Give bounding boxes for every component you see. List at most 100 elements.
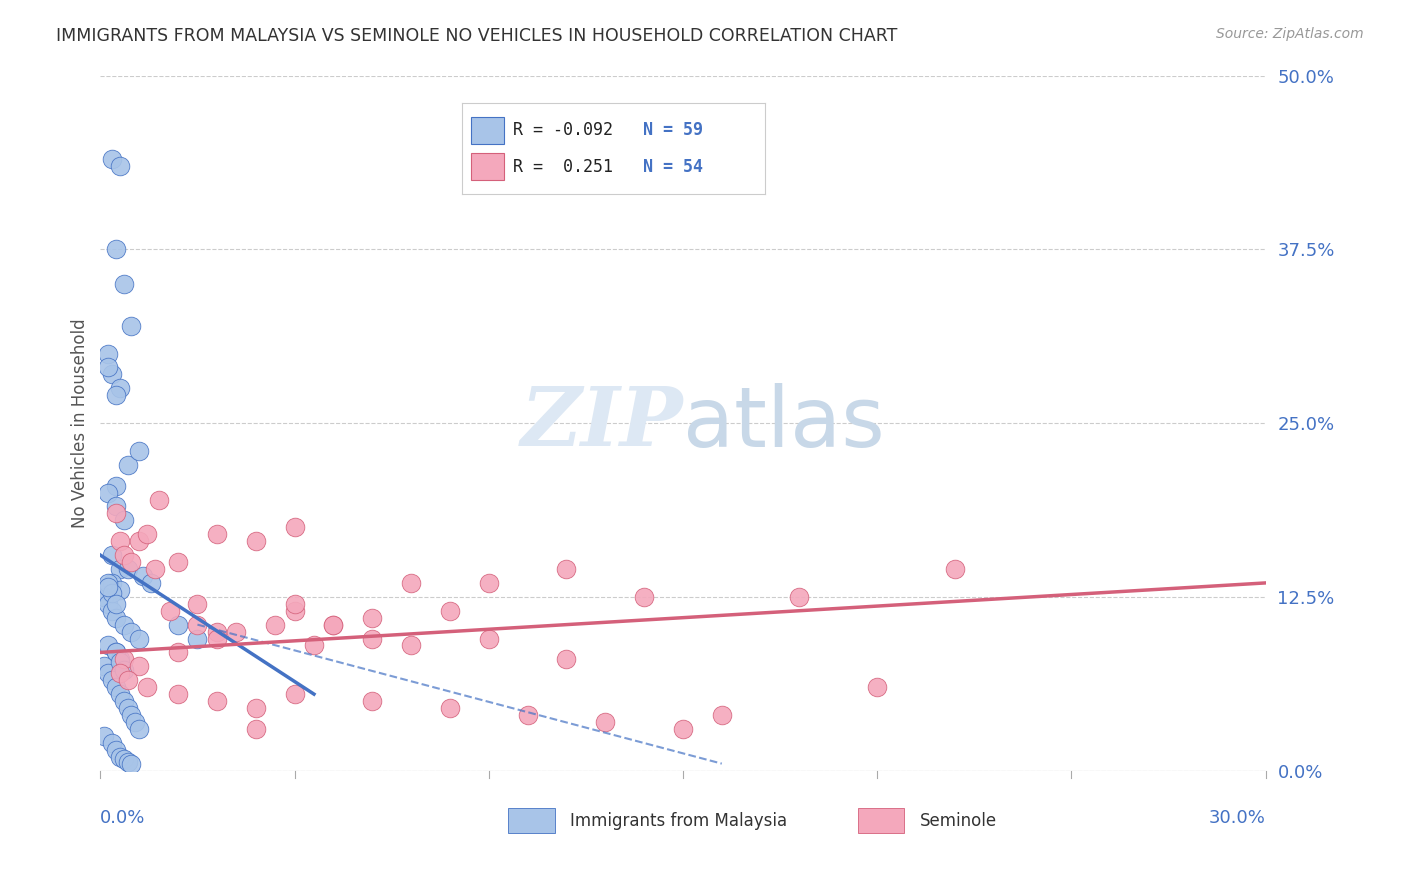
Point xyxy=(97,666,120,681)
Point xyxy=(117,701,139,715)
Point xyxy=(361,694,384,708)
Point xyxy=(112,752,135,766)
Point xyxy=(112,548,135,562)
Point xyxy=(104,645,127,659)
Point xyxy=(555,562,578,576)
Point xyxy=(108,652,131,666)
Point xyxy=(302,639,325,653)
Point xyxy=(97,360,120,375)
Point xyxy=(186,597,208,611)
Point xyxy=(101,585,124,599)
Point xyxy=(108,582,131,597)
Text: 0.0%: 0.0% xyxy=(100,809,146,827)
Point xyxy=(205,527,228,541)
Point xyxy=(136,680,159,694)
Point xyxy=(245,701,267,715)
Point xyxy=(112,513,135,527)
Point xyxy=(97,580,120,594)
Point xyxy=(205,624,228,639)
Point xyxy=(595,714,617,729)
Point xyxy=(283,604,305,618)
Point xyxy=(101,604,124,618)
Point xyxy=(120,756,142,771)
Point xyxy=(555,652,578,666)
Point xyxy=(93,590,115,604)
Point xyxy=(93,729,115,743)
Point xyxy=(245,722,267,736)
Point xyxy=(104,388,127,402)
Point xyxy=(101,736,124,750)
Point xyxy=(97,597,120,611)
Point xyxy=(104,680,127,694)
Point xyxy=(478,575,501,590)
Point xyxy=(322,617,344,632)
Point xyxy=(167,687,190,701)
Point xyxy=(112,277,135,291)
Point xyxy=(136,527,159,541)
Point xyxy=(97,575,120,590)
Point xyxy=(104,610,127,624)
Point xyxy=(104,478,127,492)
Point xyxy=(264,617,287,632)
Point xyxy=(128,443,150,458)
Point xyxy=(101,152,124,166)
Point xyxy=(112,617,135,632)
Point xyxy=(439,701,461,715)
Text: IMMIGRANTS FROM MALAYSIA VS SEMINOLE NO VEHICLES IN HOUSEHOLD CORRELATION CHART: IMMIGRANTS FROM MALAYSIA VS SEMINOLE NO … xyxy=(56,27,897,45)
Point xyxy=(225,624,247,639)
Text: Seminole: Seminole xyxy=(920,812,997,830)
Point xyxy=(283,687,305,701)
Text: atlas: atlas xyxy=(683,383,884,464)
Point xyxy=(97,639,120,653)
Point xyxy=(322,617,344,632)
Point xyxy=(101,368,124,382)
Point xyxy=(101,548,124,562)
Point xyxy=(97,346,120,360)
Point xyxy=(97,485,120,500)
Point xyxy=(283,597,305,611)
Point xyxy=(399,639,422,653)
Point xyxy=(117,458,139,472)
Point xyxy=(132,569,155,583)
Point xyxy=(108,159,131,173)
Point xyxy=(866,680,889,694)
Point xyxy=(167,555,190,569)
Point xyxy=(104,500,127,514)
Point xyxy=(167,645,190,659)
Text: Source: ZipAtlas.com: Source: ZipAtlas.com xyxy=(1216,27,1364,41)
Point xyxy=(108,534,131,549)
Point xyxy=(117,673,139,688)
Point xyxy=(108,687,131,701)
Point xyxy=(148,492,170,507)
Point xyxy=(167,617,190,632)
Point xyxy=(943,562,966,576)
Text: 30.0%: 30.0% xyxy=(1209,809,1265,827)
Point xyxy=(120,555,142,569)
Point xyxy=(128,632,150,646)
Point xyxy=(186,617,208,632)
Point xyxy=(112,664,135,678)
Point xyxy=(108,749,131,764)
Point xyxy=(104,597,127,611)
Point xyxy=(120,624,142,639)
Point xyxy=(120,708,142,723)
Point xyxy=(104,242,127,256)
Point xyxy=(101,575,124,590)
Point xyxy=(120,318,142,333)
Point xyxy=(143,562,166,576)
Point xyxy=(283,520,305,534)
Point xyxy=(361,632,384,646)
Point xyxy=(710,708,733,723)
Point xyxy=(516,708,538,723)
Point xyxy=(159,604,181,618)
Point xyxy=(108,562,131,576)
Point xyxy=(117,756,139,770)
Y-axis label: No Vehicles in Household: No Vehicles in Household xyxy=(72,318,89,528)
Point xyxy=(399,575,422,590)
Point xyxy=(361,610,384,624)
Point xyxy=(205,632,228,646)
Point xyxy=(478,632,501,646)
Point xyxy=(245,534,267,549)
Point xyxy=(104,507,127,521)
Point xyxy=(439,604,461,618)
